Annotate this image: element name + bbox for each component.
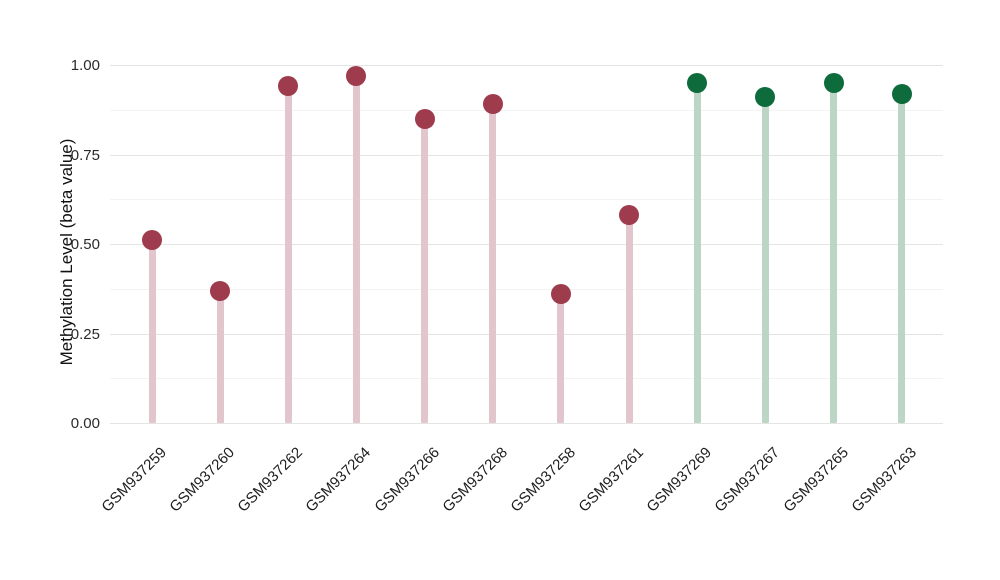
y-gridline-major bbox=[110, 423, 943, 424]
lollipop-dot bbox=[414, 108, 435, 129]
lollipop-stem bbox=[761, 97, 769, 423]
y-gridline-major bbox=[110, 244, 943, 245]
lollipop-stem bbox=[148, 240, 156, 423]
x-tick-label: GSM937259 bbox=[98, 444, 171, 516]
lollipop-dot bbox=[346, 65, 367, 86]
lollipop-stem bbox=[557, 294, 565, 423]
x-tick-label: GSM937267 bbox=[711, 444, 784, 516]
lollipop-dot bbox=[891, 83, 912, 104]
x-tick-label: GSM937258 bbox=[507, 444, 579, 516]
x-tick-label: GSM937261 bbox=[575, 444, 648, 516]
y-tick-label: 1.00 bbox=[70, 57, 100, 74]
x-tick-label: GSM937264 bbox=[302, 444, 375, 516]
y-tick-label: 0.75 bbox=[70, 146, 100, 164]
lollipop-dot bbox=[210, 280, 231, 301]
lollipop-dot bbox=[687, 72, 708, 93]
lollipop-dot bbox=[823, 72, 844, 93]
y-gridline-minor bbox=[110, 199, 943, 201]
x-tick-label: GSM937262 bbox=[234, 444, 307, 516]
x-tick-label: GSM937266 bbox=[371, 444, 443, 516]
y-gridline-major bbox=[110, 154, 943, 156]
lollipop-stem bbox=[693, 82, 701, 423]
y-gridline-major bbox=[110, 333, 943, 335]
lollipop-dot bbox=[278, 76, 299, 97]
lollipop-stem bbox=[489, 104, 497, 423]
lollipop-stem bbox=[830, 82, 837, 423]
lollipop-stem bbox=[216, 290, 224, 423]
lollipop-dot bbox=[619, 205, 640, 226]
y-gridline-major bbox=[110, 65, 943, 66]
y-gridline-minor bbox=[110, 288, 943, 290]
lollipop-stem bbox=[898, 93, 906, 423]
y-tick-label: 0.50 bbox=[70, 236, 100, 253]
y-gridline-minor bbox=[110, 378, 943, 380]
y-tick-label: 0.25 bbox=[70, 325, 100, 343]
plot-panel bbox=[110, 38, 943, 430]
lollipop-dot bbox=[755, 87, 776, 108]
y-tick-label: 0.00 bbox=[70, 415, 100, 432]
x-tick-label: GSM937268 bbox=[439, 444, 511, 516]
x-tick-label: GSM937265 bbox=[779, 444, 852, 516]
lollipop-dot bbox=[142, 230, 162, 251]
x-tick-label: GSM937269 bbox=[643, 444, 716, 516]
lollipop-stem bbox=[284, 86, 292, 423]
lollipop-stem bbox=[625, 215, 633, 423]
lollipop-stem bbox=[352, 75, 360, 423]
lollipop-dot bbox=[550, 284, 571, 305]
x-tick-label: GSM937263 bbox=[848, 444, 920, 516]
y-gridline-minor bbox=[110, 109, 943, 111]
lollipop-dot bbox=[482, 94, 503, 115]
x-tick-label: GSM937260 bbox=[166, 444, 239, 516]
lollipop-stem bbox=[421, 118, 429, 423]
